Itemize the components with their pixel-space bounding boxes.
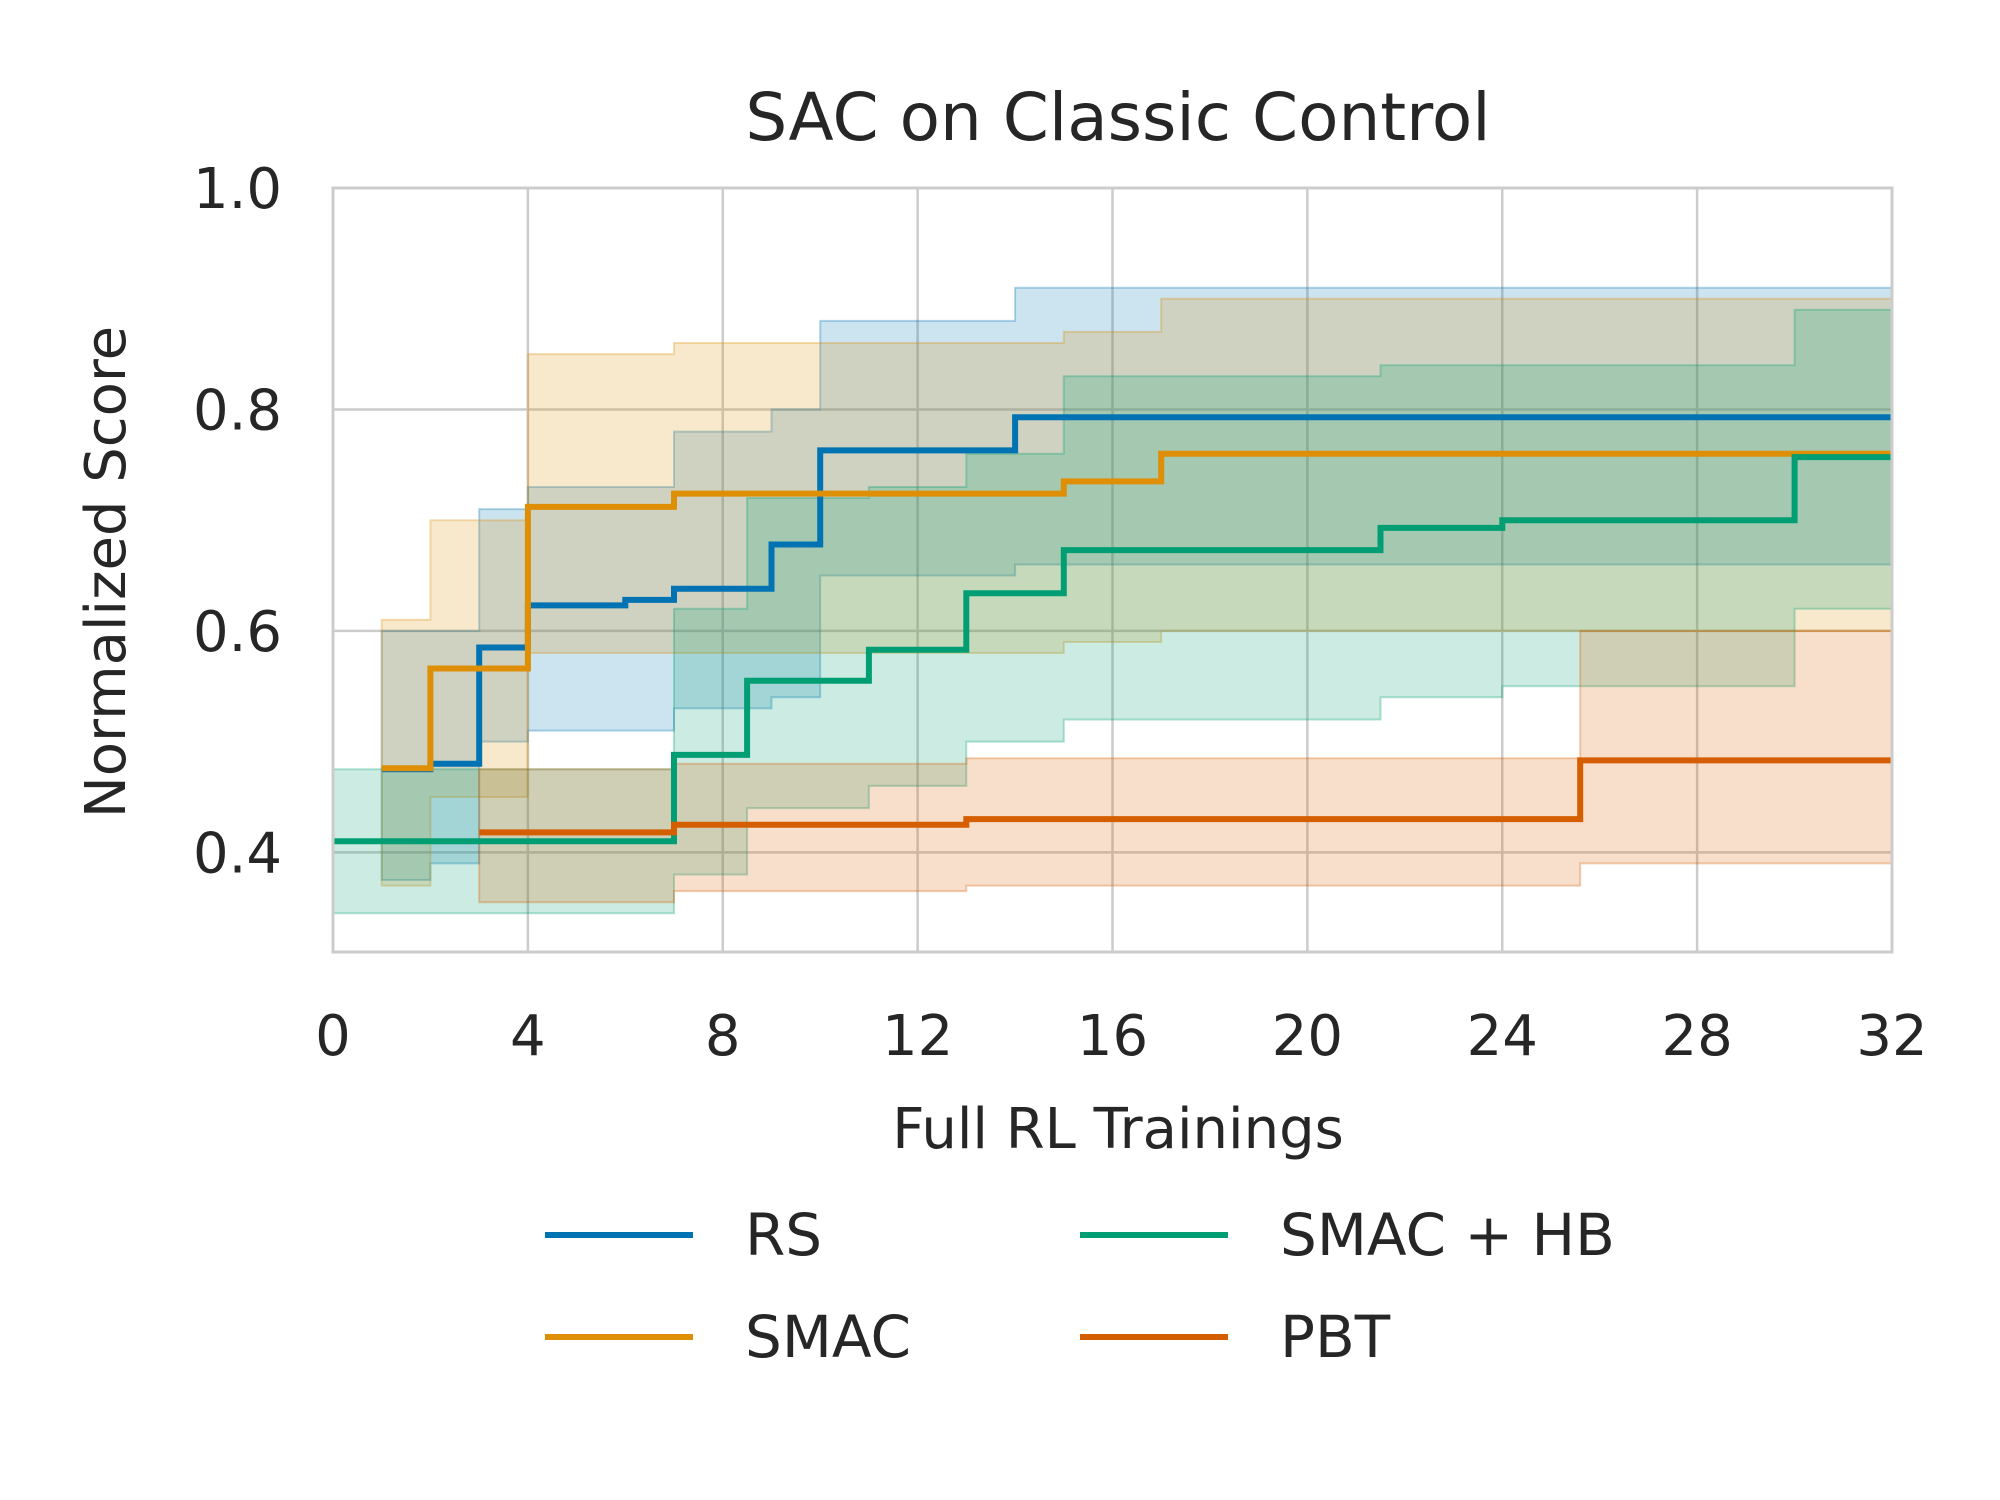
x-tick-label: 12 bbox=[882, 1004, 953, 1069]
band-smac-hb bbox=[332, 308, 1893, 915]
legend-item: SMAC + HB bbox=[1080, 1201, 1615, 1269]
series-line-pbt bbox=[479, 757, 1892, 836]
x-tick-label: 32 bbox=[1856, 1004, 1927, 1069]
y-axis-label: Normalized Score bbox=[74, 326, 139, 818]
legend-label: SMAC bbox=[745, 1303, 911, 1371]
x-tick-label: 16 bbox=[1077, 1004, 1148, 1069]
legend: RS SMAC SMAC + HB PBT bbox=[545, 1201, 1615, 1371]
x-tick-label: 0 bbox=[315, 1004, 351, 1069]
y-tick-label: 0.6 bbox=[193, 600, 282, 665]
series-line-rs bbox=[381, 414, 1892, 773]
band-rs bbox=[380, 286, 1893, 881]
series-line-smac-hb bbox=[333, 454, 1892, 845]
series-line-smac bbox=[381, 450, 1892, 772]
confidence-bands bbox=[332, 286, 1893, 915]
legend-item: RS bbox=[545, 1201, 822, 1269]
y-tick-label: 0.4 bbox=[193, 821, 282, 886]
x-tick-label: 28 bbox=[1661, 1004, 1732, 1069]
legend-item: SMAC bbox=[545, 1303, 911, 1371]
legend-label: SMAC + HB bbox=[1280, 1201, 1615, 1269]
chart-title: SAC on Classic Control bbox=[745, 79, 1490, 156]
plot-frame bbox=[331, 186, 1894, 954]
x-tick-label: 24 bbox=[1467, 1004, 1538, 1069]
legend-item: PBT bbox=[1080, 1303, 1391, 1371]
y-tick-label: 1.0 bbox=[193, 157, 282, 222]
series-lines bbox=[333, 414, 1892, 845]
legend-label: RS bbox=[745, 1201, 822, 1269]
x-axis-label: Full RL Trainings bbox=[892, 1097, 1344, 1162]
x-tick-label: 20 bbox=[1272, 1004, 1343, 1069]
x-tick-label: 4 bbox=[510, 1004, 546, 1069]
x-tick-label: 8 bbox=[705, 1004, 741, 1069]
legend-label: PBT bbox=[1280, 1303, 1391, 1371]
y-tick-label: 0.8 bbox=[193, 378, 282, 443]
tick-labels: 0 4 8 12 16 20 24 28 32 0.4 0.6 0.8 1.0 bbox=[193, 157, 1928, 1069]
